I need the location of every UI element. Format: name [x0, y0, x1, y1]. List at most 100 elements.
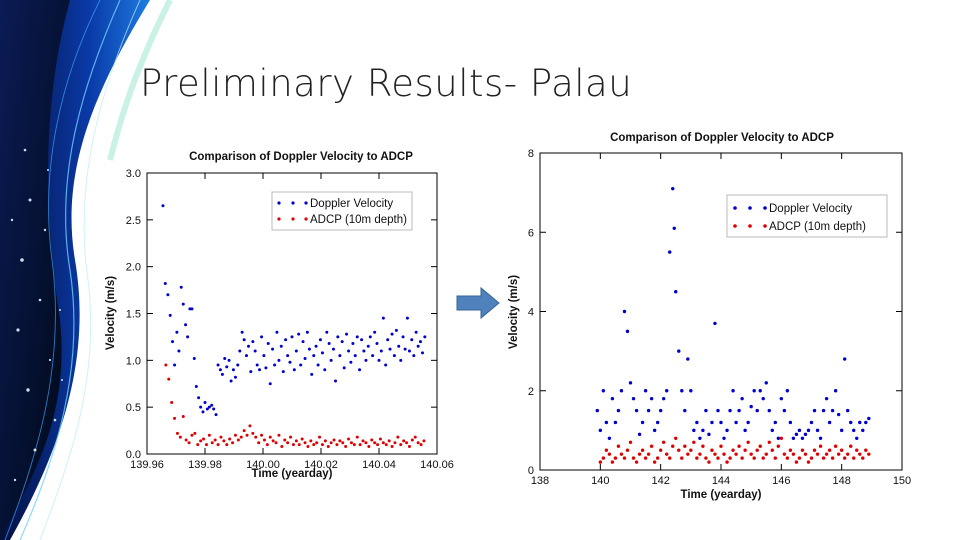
doppler-velocity-point	[637, 432, 642, 437]
adcp-point	[601, 456, 606, 460]
adcp-point	[181, 415, 185, 419]
doppler-velocity-point	[818, 436, 823, 440]
adcp-point	[695, 456, 699, 460]
doppler-velocity-point	[192, 356, 196, 360]
adcp-point	[248, 424, 252, 428]
adcp-point	[812, 448, 817, 452]
doppler-velocity-point	[377, 358, 381, 362]
adcp-point	[634, 460, 639, 464]
x-tick-label: 140.02	[304, 459, 338, 471]
doppler-velocity-point	[203, 400, 207, 404]
adcp-point	[628, 440, 633, 444]
doppler-velocity-point	[314, 344, 318, 348]
adcp-point	[631, 456, 636, 460]
adcp-point	[233, 433, 237, 437]
adcp-point	[381, 441, 385, 445]
adcp-point	[809, 456, 814, 460]
doppler-velocity-point	[381, 316, 385, 320]
adcp-point	[761, 456, 765, 460]
adcp-point	[271, 439, 275, 443]
doppler-velocity-point	[242, 338, 246, 342]
doppler-velocity-point	[767, 408, 771, 413]
doppler-velocity-point	[782, 408, 787, 413]
chart-right: Comparison of Doppler Velocity to ADCP 1…	[495, 120, 915, 510]
adcp-point	[300, 437, 304, 441]
doppler-velocity-point	[373, 330, 377, 334]
doppler-velocity-point	[286, 354, 290, 358]
adcp-point	[175, 431, 179, 435]
adcp-point	[686, 452, 690, 456]
adcp-point	[731, 448, 735, 452]
adcp-point	[794, 460, 799, 464]
adcp-point	[242, 429, 246, 433]
adcp-point	[640, 448, 645, 452]
adcp-point	[661, 440, 666, 444]
doppler-velocity-point	[184, 323, 188, 327]
slide-title: Preliminary Results- Palau	[140, 62, 633, 105]
legend-label-doppler: Doppler Velocity	[769, 203, 852, 215]
adcp-point	[674, 436, 678, 440]
doppler-velocity-point	[827, 420, 832, 425]
doppler-velocity-point	[646, 408, 651, 413]
legend-entry-adcp: ADCP (10m depth)	[277, 214, 407, 226]
doppler-velocity-point	[758, 389, 762, 393]
adcp-point	[716, 456, 720, 460]
adcp-point	[767, 440, 771, 444]
doppler-velocity-point	[190, 307, 194, 311]
doppler-velocity-point	[716, 408, 720, 413]
doppler-velocity-point	[220, 372, 224, 376]
adcp-point	[184, 438, 188, 442]
doppler-velocity-point	[791, 436, 796, 440]
adcp-point	[199, 439, 203, 443]
doppler-velocity-point	[680, 389, 684, 393]
doppler-velocity-point	[312, 354, 316, 358]
y-tick-label: 0	[528, 465, 534, 477]
doppler-velocity-point	[175, 330, 179, 334]
doppler-velocity-point	[752, 389, 756, 393]
doppler-velocity-point	[227, 358, 231, 362]
adcp-point	[773, 456, 777, 460]
doppler-velocity-point	[704, 408, 708, 413]
adcp-point	[323, 439, 327, 443]
doppler-velocity-point	[260, 335, 264, 339]
adcp-point	[213, 438, 217, 442]
adcp-point	[665, 452, 669, 456]
doppler-velocity-point	[779, 396, 784, 401]
chart-right-svg: Comparison of Doppler Velocity to ADCP 1…	[508, 132, 911, 501]
adcp-point	[788, 448, 793, 452]
doppler-velocity-point	[719, 420, 723, 425]
doppler-velocity-point	[604, 420, 609, 425]
doppler-velocity-point	[229, 379, 233, 383]
adcp-point	[173, 416, 177, 420]
adcp-point	[245, 433, 249, 437]
y-axis-label: Velocity (m/s)	[508, 275, 520, 349]
adcp-point	[607, 452, 612, 456]
doppler-velocity-point	[734, 420, 738, 425]
doppler-velocity-point	[740, 396, 744, 401]
doppler-velocity-point	[824, 396, 829, 401]
doppler-velocity-point	[867, 416, 871, 421]
adcp-point	[797, 456, 802, 460]
adcp-point	[370, 438, 374, 442]
doppler-velocity-point	[665, 389, 669, 393]
adcp-point	[231, 441, 235, 445]
doppler-velocity-point	[334, 379, 337, 383]
doppler-velocity-point	[858, 420, 862, 425]
adcp-point	[668, 456, 672, 460]
adcp-point	[286, 441, 290, 445]
adcp-point	[755, 448, 759, 452]
doppler-velocity-point	[161, 204, 165, 208]
adcp-point	[225, 443, 229, 447]
doppler-velocity-point	[722, 436, 726, 440]
adcp-point	[776, 444, 781, 448]
adcp-point	[196, 443, 200, 447]
doppler-velocity-point	[800, 436, 805, 440]
adcp-point	[361, 439, 365, 443]
doppler-velocity-point	[815, 428, 820, 433]
doppler-velocity-point	[392, 354, 396, 358]
adcp-point	[396, 435, 400, 439]
doppler-velocity-point	[305, 330, 309, 334]
doppler-velocity-point	[410, 338, 414, 342]
doppler-velocity-point	[231, 368, 235, 372]
doppler-velocity-point	[761, 396, 765, 401]
